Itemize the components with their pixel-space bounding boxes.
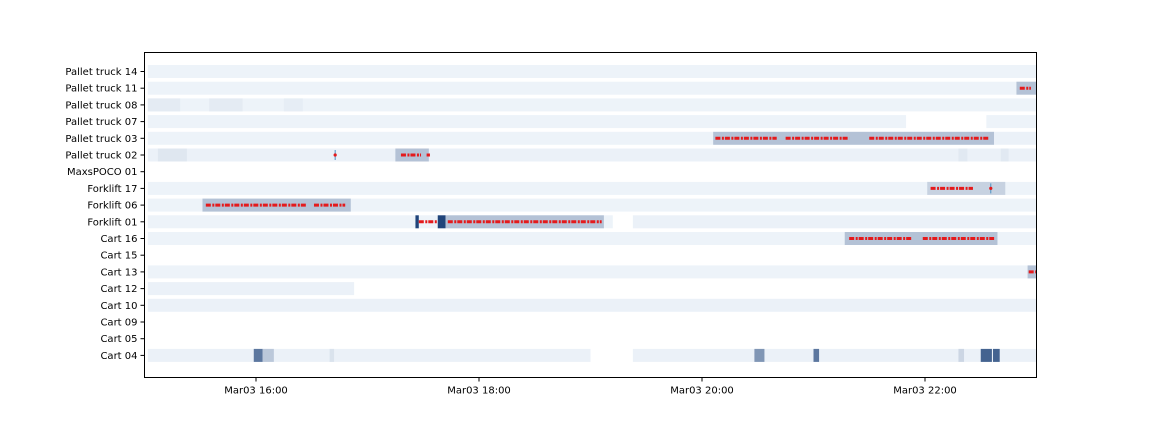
row-10 [147, 232, 1037, 245]
y-tick-label: Pallet truck 11 [65, 84, 137, 95]
row-4 [147, 131, 1037, 145]
y-tick-label: MaxsPOCO 01 [67, 167, 138, 178]
activity-band [147, 65, 1037, 78]
activity-band [329, 348, 335, 362]
y-axis: Pallet truck 14 Pallet truck 11 Pallet tru… [65, 67, 145, 362]
activity-band [209, 98, 243, 112]
activity-band [147, 115, 907, 129]
activity-band [993, 348, 1000, 362]
y-tick-label: Cart 05 [100, 334, 137, 345]
activity-band [754, 348, 765, 362]
activity-band [980, 348, 992, 362]
activity-band [157, 148, 187, 162]
y-tick-label: Forklift 01 [87, 217, 137, 228]
y-tick-label: Pallet truck 03 [65, 134, 137, 145]
row-5 [147, 148, 1037, 162]
activity-band [147, 131, 714, 145]
activity-band [147, 81, 1017, 95]
activity-band [147, 181, 1037, 195]
y-tick-label: Pallet truck 14 [65, 67, 137, 78]
activity-band [147, 148, 1037, 162]
event-marker [333, 153, 337, 157]
activity-band [437, 215, 446, 229]
row-14 [147, 298, 1037, 312]
activity-band [147, 348, 591, 362]
row-1 [147, 81, 1037, 95]
event-marker [989, 186, 993, 190]
y-tick-label: Cart 15 [100, 251, 137, 262]
activity-band [813, 348, 820, 362]
activity-band [283, 98, 303, 112]
x-axis: Mar03 16:00 Mar03 18:00 Mar03 20:00 Mar03 2… [224, 377, 957, 397]
activity-band [958, 348, 965, 362]
row-17 [147, 348, 1037, 362]
x-tick-label: Mar03 20:00 [670, 386, 734, 397]
activity-band [147, 298, 1037, 312]
activity-band [147, 198, 1037, 212]
row-9 [147, 215, 1037, 229]
activity-band [958, 148, 968, 162]
activity-band [632, 215, 1037, 229]
y-tick-label: Pallet truck 02 [65, 151, 137, 162]
row-3 [147, 115, 1037, 129]
plot-frame [144, 52, 1037, 378]
activity-band [632, 348, 1037, 362]
activity-band [415, 215, 419, 229]
y-tick-label: Cart 16 [100, 234, 137, 245]
y-tick-label: Cart 09 [100, 318, 137, 329]
row-12 [147, 265, 1037, 279]
y-tick-label: Cart 12 [100, 284, 137, 295]
activity-band [147, 282, 355, 296]
x-tick-label: Mar03 18:00 [447, 386, 511, 397]
row-2 [147, 98, 1037, 112]
activity-band [147, 98, 1037, 112]
activity-band [713, 131, 995, 145]
activity-band [844, 232, 998, 245]
y-tick-label: Forklift 06 [87, 201, 137, 212]
activity-band [253, 348, 263, 362]
activity-band [994, 131, 1037, 145]
y-tick-label: Cart 10 [100, 301, 137, 312]
plot-area [147, 65, 1037, 362]
activity-band [262, 348, 274, 362]
activity-band [1000, 148, 1009, 162]
row-7 [147, 181, 1037, 195]
activity-band [986, 115, 1037, 129]
y-tick-label: Pallet truck 08 [65, 100, 137, 111]
x-tick-label: Mar03 22:00 [893, 386, 957, 397]
row-13 [147, 282, 355, 296]
y-tick-label: Cart 13 [100, 267, 137, 278]
activity-band [147, 98, 181, 112]
activity-band [147, 232, 1037, 245]
y-tick-label: Pallet truck 07 [65, 117, 137, 128]
row-0 [147, 65, 1037, 78]
row-8 [147, 198, 1037, 212]
y-tick-label: Forklift 17 [87, 184, 137, 195]
activity-band [147, 265, 1028, 279]
y-tick-label: Cart 04 [100, 351, 137, 362]
x-tick-label: Mar03 16:00 [224, 386, 288, 397]
